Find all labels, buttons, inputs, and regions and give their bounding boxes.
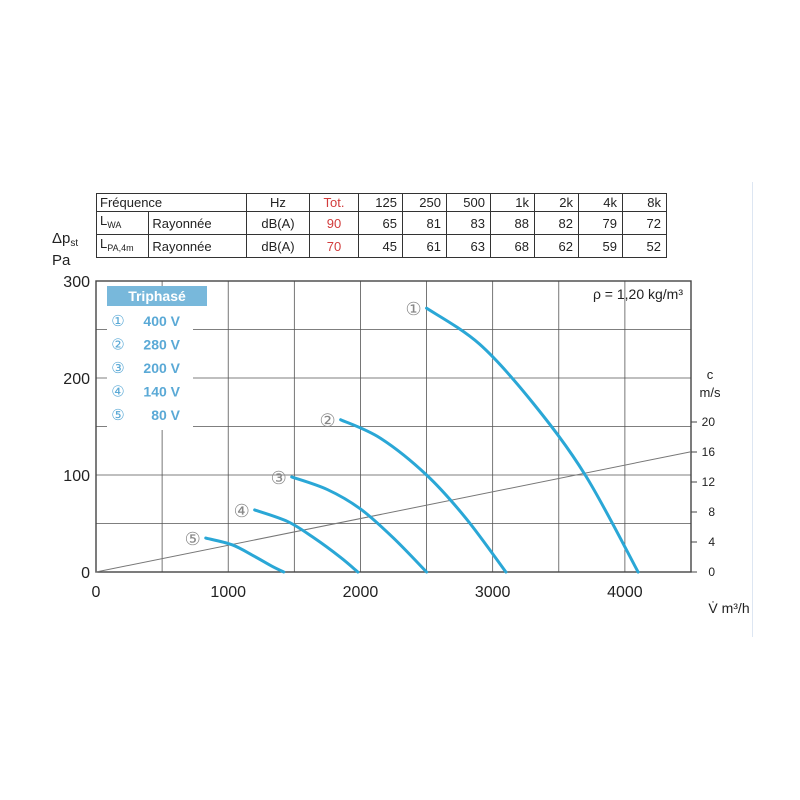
header-250: 250 <box>402 193 447 212</box>
x-tick-label: 1000 <box>210 584 246 601</box>
legend-header-bg <box>107 286 207 306</box>
table-cell: 52 <box>622 234 667 258</box>
table-cell: 68 <box>490 234 535 258</box>
velocity-tick-label: 8 <box>708 505 715 519</box>
right-edge-divider <box>752 182 753 637</box>
velocity-axis-unit: m/s <box>700 385 721 400</box>
x-tick-label: 2000 <box>343 584 379 601</box>
curve-marker-2: ② <box>320 411 336 431</box>
y-axis-label-unit: Pa <box>52 252 71 269</box>
legend-item-label: 80 V <box>151 407 180 423</box>
y-axis-label-subscript: st <box>70 238 79 249</box>
legend-marker: ② <box>111 337 124 354</box>
sound-frequency-table: Fréquence Hz Tot. 125 250 500 1k 2k 4k 8… <box>95 193 667 258</box>
table-cell: 72 <box>622 211 667 235</box>
fan-curve-2 <box>339 418 508 574</box>
row-unit: dB(A) <box>246 234 310 258</box>
curve-marker-4: ④ <box>234 501 250 521</box>
legend-marker: ③ <box>111 360 124 377</box>
curve-marker-3: ③ <box>271 468 287 488</box>
velocity-reference-line <box>95 451 692 573</box>
velocity-tick-label: 20 <box>702 415 716 429</box>
fan-curve-1 <box>425 306 640 574</box>
x-tick-label: 4000 <box>607 584 643 601</box>
table-row: LPA,4m Rayonnée dB(A) 70 45 61 63 68 62 … <box>95 234 667 258</box>
header-125: 125 <box>358 193 403 212</box>
legend-item-label: 400 V <box>143 313 180 329</box>
table-cell: 45 <box>358 234 403 258</box>
x-tick-label: 0 <box>92 584 101 601</box>
row-label-lwa: LWA <box>95 211 150 235</box>
legend-marker: ⑤ <box>111 407 124 424</box>
y-tick-label: 200 <box>63 371 90 388</box>
header-hz: Hz <box>246 193 310 212</box>
row-type: Rayonnée <box>148 211 247 235</box>
row-unit: dB(A) <box>246 211 310 235</box>
y-tick-label: 100 <box>63 468 90 485</box>
row-label-lpa: LPA,4m <box>95 234 150 258</box>
row-type: Rayonnée <box>148 234 247 258</box>
legend-body-bg <box>107 306 193 430</box>
x-tick-label: 3000 <box>475 584 511 601</box>
legend-item-label: 200 V <box>143 360 180 376</box>
header-2k: 2k <box>534 193 579 212</box>
header-frequency: Fréquence <box>96 193 247 212</box>
fan-curve-4 <box>253 508 360 574</box>
table-header-row: Fréquence Hz Tot. 125 250 500 1k 2k 4k 8… <box>96 193 667 212</box>
velocity-axis-title: c <box>707 367 714 382</box>
table-cell: 63 <box>446 234 491 258</box>
legend-item-label: 280 V <box>143 337 180 353</box>
fan-curve-3 <box>290 475 429 574</box>
plot-frame <box>95 280 692 573</box>
table-cell: 61 <box>402 234 447 258</box>
velocity-tick-label: 16 <box>702 445 716 459</box>
legend-item-label: 140 V <box>143 384 180 400</box>
y-axis-label: Δpst Pa <box>52 230 78 269</box>
fan-curve-5 <box>204 536 286 574</box>
y-tick-label: 0 <box>81 565 90 582</box>
velocity-tick-label: 4 <box>708 535 715 549</box>
row-total: 70 <box>309 234 359 258</box>
table-cell: 81 <box>402 211 447 235</box>
legend-title: Triphasé <box>128 288 186 304</box>
curve-marker-5: ⑤ <box>185 529 201 549</box>
velocity-tick-label: 0 <box>708 565 715 579</box>
legend-marker: ① <box>111 313 124 330</box>
y-axis-label-symbol: Δp <box>52 230 71 247</box>
header-500: 500 <box>446 193 491 212</box>
legend-marker: ④ <box>111 384 124 401</box>
curve-marker-1: ① <box>405 299 421 319</box>
density-note: ρ = 1,20 kg/m³ <box>593 286 683 302</box>
y-tick-label: 300 <box>63 274 90 291</box>
velocity-tick-label: 12 <box>702 475 716 489</box>
x-axis-label: V̇ m³/h <box>708 600 749 616</box>
table-cell: 88 <box>490 211 535 235</box>
